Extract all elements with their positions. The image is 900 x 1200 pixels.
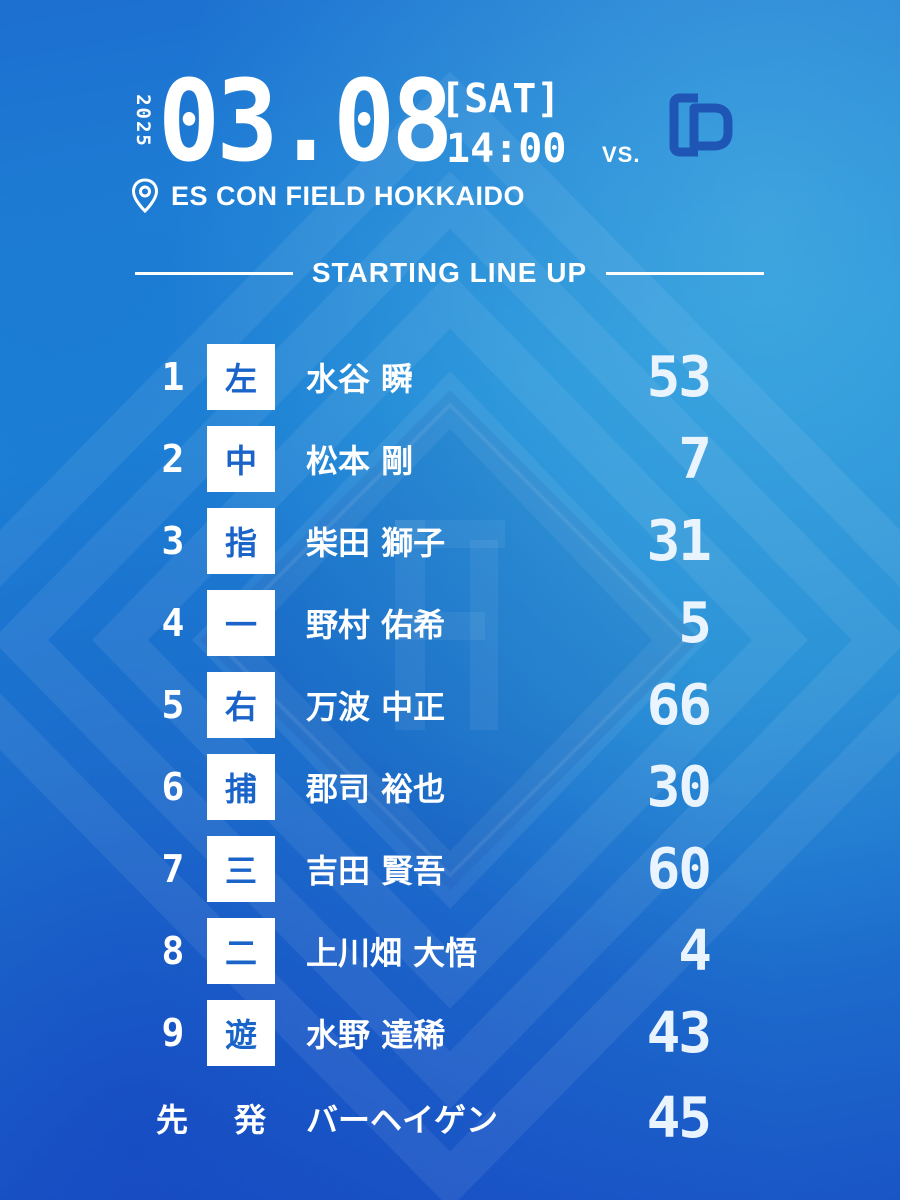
position-badge: 中 xyxy=(207,426,275,492)
position-label: 右 xyxy=(224,688,257,726)
batting-order: 5 xyxy=(161,683,185,727)
position-badge: 指 xyxy=(207,508,275,574)
lineup-row: 8 二 上川畑 大悟 4 xyxy=(0,918,900,984)
batting-order: 8 xyxy=(161,929,185,973)
position-badge: 三 xyxy=(207,836,275,902)
lineup-row: 9 遊 水野 達稀 43 xyxy=(0,1000,900,1066)
versus-label: VS. xyxy=(602,142,641,167)
batting-order: 2 xyxy=(161,437,185,481)
player-name: 水野 達稀 xyxy=(306,1016,446,1054)
lineup-row: 3 指 柴田 獅子 31 xyxy=(0,508,900,574)
player-name: 万波 中正 xyxy=(306,688,446,726)
starter-label-char: 発 xyxy=(233,1101,266,1139)
lineup-row: 5 右 万波 中正 66 xyxy=(0,672,900,738)
batting-order: 7 xyxy=(161,847,185,891)
uniform-number: 60 xyxy=(646,836,712,902)
title-rule-right xyxy=(606,272,764,275)
uniform-number: 43 xyxy=(646,1000,712,1066)
position-label: 捕 xyxy=(224,770,257,808)
player-name: 吉田 賢吾 xyxy=(306,852,446,890)
title-rule-left xyxy=(135,272,293,275)
venue: ES CON FIELD HOKKAIDO xyxy=(131,176,525,216)
uniform-number: 5 xyxy=(678,590,712,656)
lineup-row: 7 三 吉田 賢吾 60 xyxy=(0,836,900,902)
position-badge: 捕 xyxy=(207,754,275,820)
position-badge: 遊 xyxy=(207,1000,275,1066)
player-name: 上川畑 大悟 xyxy=(306,934,478,972)
player-name: 野村 佑希 xyxy=(306,606,446,644)
starting-pitcher-row: 先 発 バーヘイゲン 45 xyxy=(0,1085,900,1151)
uniform-number: 4 xyxy=(678,918,712,984)
section-title: STARTING LINE UP xyxy=(311,257,588,288)
uniform-number: 7 xyxy=(678,426,712,492)
position-badge: 一 xyxy=(207,590,275,656)
position-label: 三 xyxy=(224,852,257,890)
map-pin-icon xyxy=(131,178,159,214)
player-name: 水谷 瞬 xyxy=(306,360,414,398)
game-weekday: [SAT] xyxy=(440,76,561,122)
batting-order: 3 xyxy=(161,519,185,563)
player-name: 郡司 裕也 xyxy=(306,770,446,808)
batting-order: 1 xyxy=(161,355,185,399)
lineup-row: 6 捕 郡司 裕也 30 xyxy=(0,754,900,820)
batting-order: 6 xyxy=(161,765,185,809)
game-time: 14:00 xyxy=(446,126,567,172)
game-date: 03.08 xyxy=(158,57,453,187)
batting-order: 9 xyxy=(161,1011,185,1055)
player-name: 柴田 獅子 xyxy=(306,524,446,562)
position-label: 一 xyxy=(224,606,257,644)
starting-pitcher-label: 先 発 xyxy=(156,1085,266,1151)
uniform-number: 53 xyxy=(646,344,712,410)
position-label: 中 xyxy=(224,442,257,480)
position-label: 指 xyxy=(224,524,257,562)
player-name: 松本 剛 xyxy=(306,442,414,480)
starter-label-char: 先 xyxy=(156,1101,189,1139)
position-badge: 右 xyxy=(207,672,275,738)
pitcher-name: バーヘイゲン xyxy=(306,1101,499,1139)
position-badge: 左 xyxy=(207,344,275,410)
uniform-number: 30 xyxy=(646,754,712,820)
venue-name: ES CON FIELD HOKKAIDO xyxy=(171,180,526,211)
position-label: 二 xyxy=(224,934,257,972)
lineup-row: 4 一 野村 佑希 5 xyxy=(0,590,900,656)
position-badge: 二 xyxy=(207,918,275,984)
batting-order: 4 xyxy=(161,601,185,645)
position-label: 左 xyxy=(224,360,257,398)
pitcher-number: 45 xyxy=(646,1085,712,1151)
lineup-row: 2 中 松本 剛 7 xyxy=(0,426,900,492)
lineup-row: 1 左 水谷 瞬 53 xyxy=(0,344,900,410)
uniform-number: 31 xyxy=(646,508,712,574)
opponent-team-logo xyxy=(669,93,733,157)
position-label: 遊 xyxy=(224,1016,257,1054)
uniform-number: 66 xyxy=(646,672,712,738)
